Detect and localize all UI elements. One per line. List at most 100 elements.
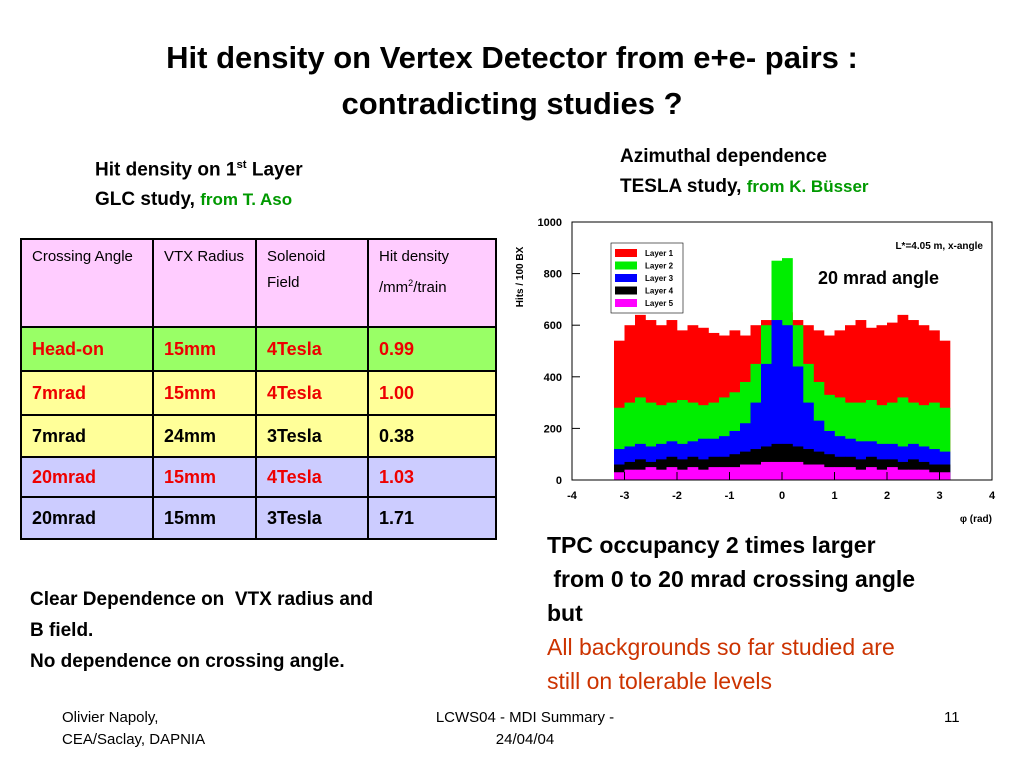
footer-center: LCWS04 - MDI Summary - 24/04/04 xyxy=(360,707,690,751)
y-tick-label: 1000 xyxy=(538,217,562,229)
table-cell: 15mm xyxy=(152,326,257,372)
tpc-note: All backgrounds so far studied are still… xyxy=(547,630,895,698)
table-cell: 24mm xyxy=(152,414,257,458)
histogram-bar xyxy=(845,467,856,480)
header-cell: Crossing Angle xyxy=(20,238,154,328)
legend-label: Layer 1 xyxy=(645,249,674,258)
histogram-bar xyxy=(635,469,646,480)
histogram-bar xyxy=(771,320,783,480)
text-line: from 0 to 20 mrad crossing angle xyxy=(547,566,916,592)
histogram-bar xyxy=(803,464,814,480)
legend-label: Layer 5 xyxy=(645,299,674,308)
histogram-bar xyxy=(666,320,678,480)
histogram-bar xyxy=(687,467,699,480)
table-row: Head-on 15mm 4Tesla 0.99 xyxy=(20,326,497,372)
superscript: 2 xyxy=(408,278,414,288)
text-line: No dependence on crossing angle. xyxy=(30,651,345,672)
text-line: TPC occupancy 2 times larger xyxy=(547,532,876,558)
histogram-bar xyxy=(624,469,636,480)
text-line: LCWS04 - MDI Summary - xyxy=(435,709,615,726)
table-cell: 1.00 xyxy=(367,370,497,416)
histogram-bar xyxy=(656,469,667,480)
left-heading: Hit density on 1st Layer GLC study, from… xyxy=(95,150,303,215)
x-tick-label: -1 xyxy=(725,490,735,502)
text-line: but xyxy=(547,600,583,626)
credit: from T. Aso xyxy=(200,190,293,210)
chart: 0 200 400 600 800 1000 -4 -3 -2 -1 0 1 2 3 4 φ (rad) Hit… xyxy=(515,217,996,525)
table-cell: 7mrad xyxy=(20,414,154,458)
table-cell: 7mrad xyxy=(20,370,154,416)
histogram-bar xyxy=(614,407,625,480)
histogram-bar xyxy=(677,469,688,480)
legend-swatch xyxy=(615,261,637,270)
table-cell: 20mrad xyxy=(20,496,154,540)
histogram-bar xyxy=(908,320,919,480)
table-cell: 3Tesla xyxy=(255,496,369,540)
text: Hit density on 1 xyxy=(95,159,237,181)
x-tick-label: -3 xyxy=(620,490,630,502)
table-cell: 1.71 xyxy=(367,496,497,540)
histogram-bar xyxy=(866,467,877,480)
histogram-bar xyxy=(929,472,940,480)
histogram-bar xyxy=(866,400,877,480)
histogram-bar xyxy=(666,467,678,480)
text: TESLA study, xyxy=(620,176,747,197)
histogram-bar xyxy=(750,402,762,480)
page-number: 11 xyxy=(944,709,960,726)
histogram-bar xyxy=(792,461,804,480)
histogram-bar xyxy=(624,402,636,480)
text-line: CEA/Saclay, DAPNIA xyxy=(62,731,206,748)
histogram-bar xyxy=(918,325,930,480)
histogram-bar xyxy=(887,322,898,480)
histogram-bar xyxy=(918,405,930,480)
histogram-bar xyxy=(782,461,793,480)
histogram-bar xyxy=(645,467,657,480)
histogram-bar xyxy=(887,467,898,480)
histogram-bar xyxy=(918,469,930,480)
histogram-bar xyxy=(782,325,793,480)
y-axis-label: Hits / 100 BX xyxy=(515,246,526,307)
legend-swatch xyxy=(615,274,637,282)
histogram-bar xyxy=(897,469,909,480)
histogram-bar xyxy=(698,469,709,480)
table-row: 7mrad 24mm 3Tesla 0.38 xyxy=(20,414,497,458)
histogram-bar xyxy=(729,467,741,480)
x-axis-label: φ (rad) xyxy=(960,514,992,525)
histogram-bar xyxy=(698,327,709,480)
legend-swatch xyxy=(615,299,637,307)
x-tick-label: -4 xyxy=(567,490,578,502)
histogram-bar xyxy=(614,472,625,480)
text: GLC study, xyxy=(95,189,201,211)
histogram-bar xyxy=(740,464,751,480)
table-row: 20mrad 15mm 4Tesla 1.03 xyxy=(20,456,497,498)
y-tick-label: 600 xyxy=(544,320,562,332)
text: Hit density /mm xyxy=(379,248,450,296)
text-line: B field. xyxy=(30,620,94,641)
table-cell: Head-on xyxy=(20,326,154,372)
histogram-bar xyxy=(645,402,657,480)
histogram-bar xyxy=(666,402,678,480)
table-cell: 15mm xyxy=(152,370,257,416)
text-line: still on tolerable levels xyxy=(547,668,773,694)
annotation: L*=4.05 m, x-angle xyxy=(895,241,983,252)
header-cell: Hit density /mm2/train xyxy=(367,238,497,328)
histogram-bar xyxy=(677,400,688,480)
header-row: Crossing Angle VTX Radius Solenoid Field Hi… xyxy=(20,238,497,328)
table-cell: 15mm xyxy=(152,456,257,498)
right-heading: Azimuthal dependence TESLA study, from K… xyxy=(620,142,869,202)
table-row: 20mrad 15mm 3Tesla 1.71 xyxy=(20,496,497,540)
histogram-bar xyxy=(897,397,909,480)
legend-label: Layer 2 xyxy=(645,262,674,271)
histogram-bar xyxy=(771,461,783,480)
x-tick-label: 3 xyxy=(936,490,942,502)
histogram-bar xyxy=(824,467,835,480)
text-line: Clear Dependence on VTX radius and xyxy=(30,589,374,610)
legend-label: Layer 4 xyxy=(645,287,674,296)
histogram-bar xyxy=(855,320,867,480)
histogram-bar xyxy=(687,402,699,480)
legend-label: Layer 3 xyxy=(645,274,674,283)
histogram-bar xyxy=(708,467,720,480)
histogram-bar xyxy=(813,420,825,480)
header-cell: VTX Radius xyxy=(152,238,257,328)
